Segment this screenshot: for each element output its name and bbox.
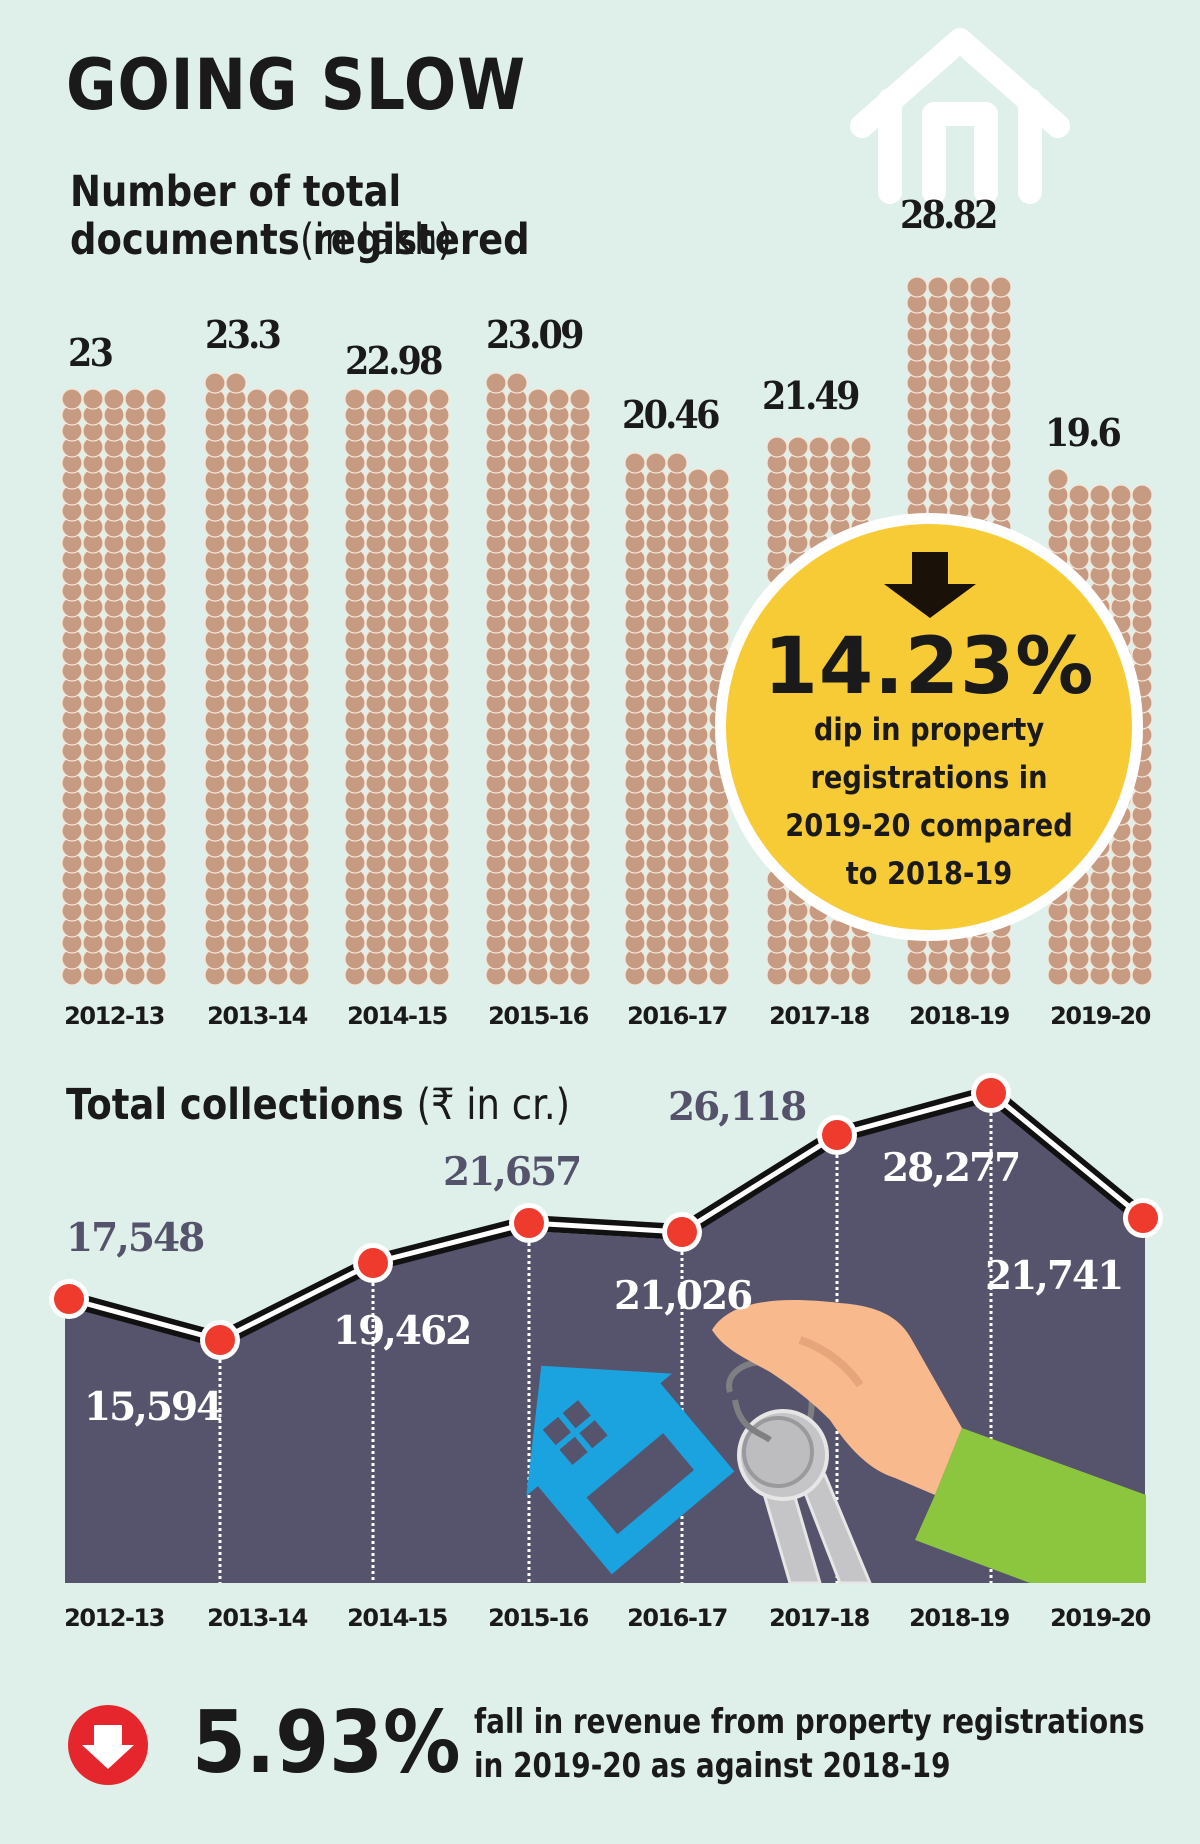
bar-value-label: 21.49 xyxy=(762,373,860,418)
bar-2013-14 xyxy=(204,372,310,986)
bar-2014-15 xyxy=(344,388,450,986)
collections-x-label: 2014-15 xyxy=(347,1604,448,1632)
bar-x-label: 2015-16 xyxy=(488,1002,589,1030)
collection-value-label: 21,026 xyxy=(614,1273,753,1319)
bar-value-label: 28.82 xyxy=(900,192,998,237)
revenue-fall-value: 5.93% xyxy=(192,1693,461,1793)
collections-x-label: 2016-17 xyxy=(627,1604,728,1632)
bar-value-label: 23.09 xyxy=(486,312,584,357)
bar-2015-16 xyxy=(485,372,591,986)
page-title: GOING SLOW xyxy=(66,44,526,126)
bar-value-label: 19.6 xyxy=(1045,410,1122,455)
callout-line-1: dip in property xyxy=(813,712,1045,748)
bar-x-label: 2017-18 xyxy=(769,1002,870,1030)
callout-line-4: to 2018-19 xyxy=(845,856,1013,892)
collection-value-label: 28,277 xyxy=(882,1145,1021,1191)
down-arrow-circle-icon xyxy=(68,1705,148,1785)
bar-x-label: 2012-13 xyxy=(64,1002,165,1030)
data-point-marker xyxy=(54,1284,84,1314)
house-outline-icon xyxy=(850,28,1070,204)
data-point-marker xyxy=(205,1325,235,1355)
collections-x-label: 2015-16 xyxy=(488,1604,589,1632)
collection-value-label: 26,118 xyxy=(668,1084,807,1130)
collection-value-label: 19,462 xyxy=(333,1308,472,1354)
bar-value-label: 23.3 xyxy=(205,312,282,357)
data-point-marker xyxy=(1128,1203,1158,1233)
bar-value-label: 22.98 xyxy=(345,338,443,383)
callout-circle xyxy=(715,513,1143,941)
down-arrow-icon xyxy=(884,552,976,618)
collections-x-label: 2017-18 xyxy=(769,1604,870,1632)
collection-value-label: 21,657 xyxy=(443,1149,582,1195)
hand-with-keys-illustration xyxy=(526,1300,1146,1585)
collections-x-label: 2012-13 xyxy=(64,1604,165,1632)
keys-icon xyxy=(726,1358,873,1585)
bar-2012-13 xyxy=(61,388,167,986)
bar-x-label: 2013-14 xyxy=(207,1002,308,1030)
bar-x-label: 2019-20 xyxy=(1050,1002,1151,1030)
data-point-marker xyxy=(667,1217,697,1247)
bar-x-label: 2014-15 xyxy=(347,1002,448,1030)
bar-x-label: 2018-19 xyxy=(909,1002,1010,1030)
data-point-marker xyxy=(358,1248,388,1278)
hand-icon xyxy=(712,1300,1146,1583)
bar-value-label: 20.46 xyxy=(622,392,720,437)
collection-value-label: 17,548 xyxy=(66,1215,205,1261)
callout-line-2: registrations in xyxy=(810,760,1048,796)
data-point-marker xyxy=(822,1120,852,1150)
collection-value-label: 15,594 xyxy=(84,1384,223,1430)
data-point-marker xyxy=(976,1078,1006,1108)
callout-line-3: 2019-20 compared xyxy=(785,808,1073,844)
collection-value-label: 21,741 xyxy=(985,1253,1124,1299)
registrations-heading-unit: registered (in lakh) xyxy=(299,215,453,265)
callout-value: 14.23% xyxy=(763,622,1095,712)
callout-text: 14.23% dip in property registrations in … xyxy=(749,628,1109,898)
collections-x-label: 2018-19 xyxy=(909,1604,1010,1632)
data-point-marker xyxy=(514,1208,544,1238)
collections-x-label: 2019-20 xyxy=(1050,1604,1151,1632)
bar-value-label: 23 xyxy=(68,330,114,375)
registrations-heading: Number of total documents registered xyxy=(70,167,530,265)
bar-x-label: 2016-17 xyxy=(627,1002,728,1030)
collections-line xyxy=(68,1090,1145,1343)
collections-heading: Total collections (₹ in cr.) xyxy=(66,1080,571,1130)
revenue-fall-description: fall in revenue from property registrati… xyxy=(474,1702,1145,1786)
collections-x-label: 2013-14 xyxy=(207,1604,308,1632)
house-keychain-icon xyxy=(526,1365,735,1575)
